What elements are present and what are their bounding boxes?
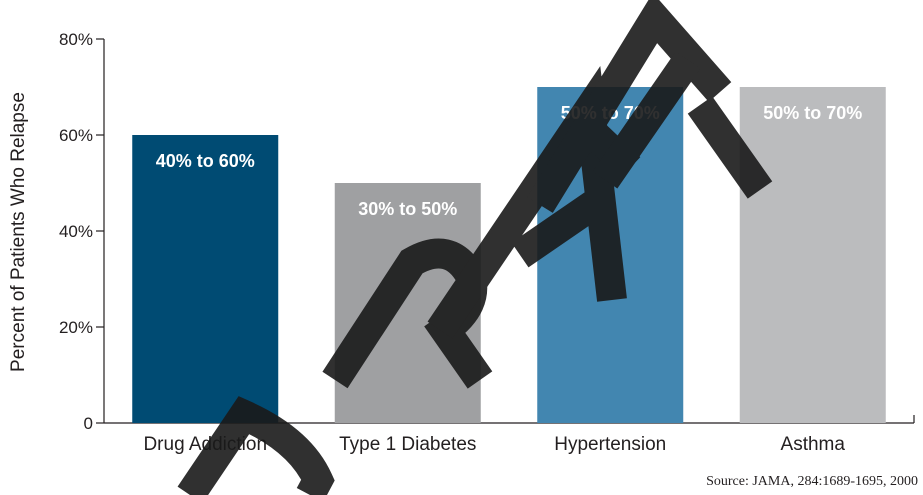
bar — [739, 87, 886, 423]
bars: 40% to 60%30% to 50%50% to 70% 50% to 70% — [132, 87, 886, 423]
bar-data-label: 30% to 50% — [358, 199, 457, 219]
source-note: Source: JAMA, 284:1689-1695, 2000 — [706, 474, 918, 489]
x-tick-labels: Drug Addiction Type 1 Diabetes Hypertensio… — [143, 434, 845, 455]
y-tick-label: 40% — [59, 222, 93, 241]
y-tick-label: 80% — [59, 30, 93, 49]
draft-watermark — [177, 0, 773, 495]
bar — [132, 135, 279, 423]
watermark-stroke — [177, 396, 335, 495]
y-tick-label: 0 — [84, 414, 93, 433]
watermark-stroke — [592, 51, 773, 199]
y-tick-label: 20% — [59, 318, 93, 337]
bar-data-label: 50% to 70% — [763, 103, 862, 123]
y-axis-label: Percent of Patients Who Relapse — [8, 92, 29, 372]
x-tick-label: Type 1 Diabetes — [339, 434, 476, 455]
y-tick-label: 60% — [59, 126, 93, 145]
x-tick-label: Hypertension — [554, 434, 666, 455]
bar-data-label: 40% to 60% — [156, 151, 255, 171]
y-ticks: 0 20% 40% 60% 80% — [59, 30, 104, 433]
x-tick-label: Asthma — [781, 434, 846, 455]
